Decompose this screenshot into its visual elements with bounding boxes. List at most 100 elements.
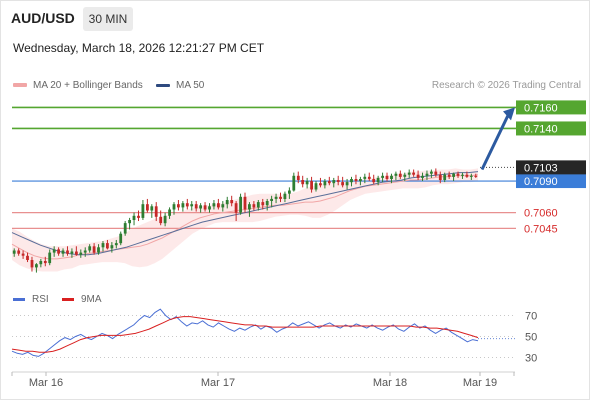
candle-body <box>132 215 136 220</box>
candle-body <box>385 175 389 179</box>
rsi-tick-label: 50 <box>525 332 537 344</box>
candle-body <box>221 204 225 208</box>
level-label: 0.7060 <box>524 208 558 220</box>
level-label-box <box>516 100 586 115</box>
rsi-tick-label: 30 <box>525 353 537 365</box>
candle-body <box>181 203 185 208</box>
level-label: 0.7090 <box>524 176 558 188</box>
candle-body <box>265 201 269 206</box>
candle-body <box>447 174 451 177</box>
level-label-box <box>516 174 586 189</box>
candle-body <box>97 247 100 253</box>
candle-body <box>301 180 305 185</box>
candle-body <box>354 179 358 182</box>
candle-body <box>30 260 34 268</box>
datetime-label: Wednesday, March 18, 2026 12:21:27 PM CE… <box>13 41 265 55</box>
candle-body <box>443 174 447 180</box>
rsi-swatch <box>13 297 25 301</box>
rsi-label: RSI <box>32 294 49 305</box>
candle-body <box>88 246 92 251</box>
candle-body <box>212 203 216 207</box>
candle-body <box>61 250 65 254</box>
candle-body <box>292 175 296 191</box>
current-price-label: 0.7103 <box>524 162 558 174</box>
candle-body <box>394 173 398 176</box>
candle-body <box>203 205 207 210</box>
candle-body <box>43 261 47 264</box>
candle-body <box>288 190 291 194</box>
candle-body <box>359 179 362 182</box>
ma20-swatch <box>13 83 27 88</box>
legend-ma50: MA 50 <box>156 80 204 91</box>
candle-body <box>66 250 69 254</box>
candle-body <box>35 264 38 268</box>
legend-ma20: MA 20 + Bollinger Bands <box>13 80 143 91</box>
candle-body <box>128 220 131 224</box>
legend-rsi-ma: 9MA <box>62 294 102 305</box>
candle-body <box>48 252 52 264</box>
candle-body <box>438 174 442 180</box>
candle-body <box>123 223 127 234</box>
candle-body <box>225 200 229 205</box>
candle-body <box>119 233 123 244</box>
level-label-box <box>516 121 586 136</box>
candle-body <box>159 216 163 224</box>
candle-body <box>283 193 287 199</box>
candle-body <box>252 204 256 208</box>
candle-body <box>199 205 202 209</box>
rsi-line <box>11 308 479 357</box>
candle-body <box>239 196 242 213</box>
candle-body <box>319 183 322 186</box>
candle-body <box>12 250 16 254</box>
level-label: 0.7160 <box>524 102 558 114</box>
candle-body <box>367 176 371 179</box>
candle-body <box>403 174 407 177</box>
candle-body <box>434 171 438 175</box>
level-label: 0.7140 <box>524 123 558 135</box>
projection-arrow <box>480 114 510 171</box>
x-tick-label: Mar 16 <box>29 377 63 389</box>
candle-body <box>474 175 478 177</box>
ma50-label: MA 50 <box>176 80 205 91</box>
timeframe-button[interactable]: 30 MIN <box>83 7 133 31</box>
candle-body <box>194 204 198 209</box>
candle-body <box>310 181 313 190</box>
candle-body <box>452 173 455 177</box>
candle-body <box>168 209 171 216</box>
ma20-label: MA 20 + Bollinger Bands <box>33 80 143 91</box>
ma50-swatch <box>156 83 170 87</box>
level-label: 0.7045 <box>524 223 558 235</box>
candle-body <box>327 181 331 184</box>
ma50-line <box>11 171 479 256</box>
candle-body <box>39 261 43 265</box>
x-tick-label: Mar 18 <box>373 377 407 389</box>
candle-body <box>341 182 344 186</box>
candle-body <box>70 251 74 254</box>
candle-body <box>163 215 167 224</box>
candle-body <box>52 249 56 253</box>
candle-body <box>21 253 25 256</box>
candle-body <box>381 175 384 178</box>
candle-body <box>261 202 265 206</box>
candle-body <box>26 255 29 260</box>
bollinger-band <box>12 168 478 272</box>
candle-body <box>421 175 424 178</box>
candle-body <box>461 174 464 176</box>
candle-body <box>456 173 460 176</box>
candle-body <box>296 175 300 180</box>
candle-body <box>430 171 433 174</box>
candle-body <box>469 175 473 177</box>
candle-body <box>79 252 83 255</box>
rsi-ma-line <box>11 316 479 353</box>
candle-body <box>217 203 220 208</box>
projection-arrow-head <box>503 107 515 121</box>
candle-body <box>270 198 273 201</box>
candle-body <box>101 243 105 248</box>
candle-body <box>465 174 469 177</box>
candle-body <box>230 200 234 204</box>
candle-body <box>208 206 211 210</box>
candle-body <box>114 243 118 246</box>
rsi-ma-swatch <box>62 297 74 301</box>
candle-body <box>279 196 282 199</box>
